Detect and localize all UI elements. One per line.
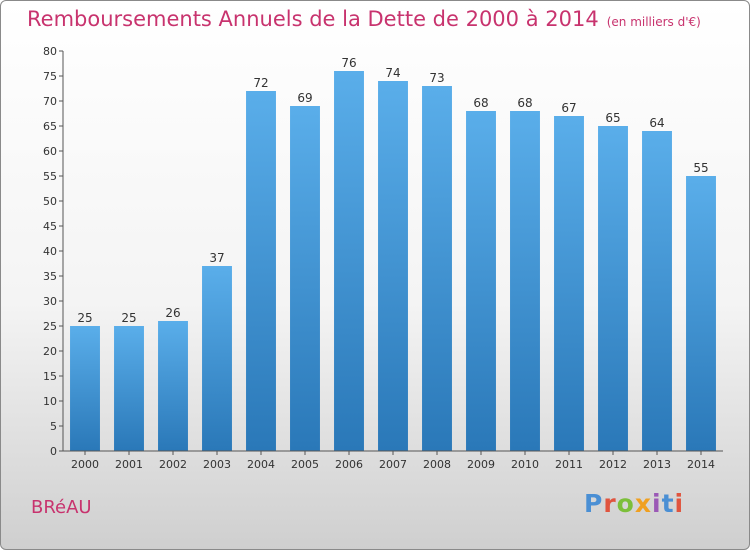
- x-tick-label: 2007: [379, 458, 407, 471]
- bar-2013: [642, 131, 672, 451]
- logo-letter: t: [661, 489, 675, 518]
- y-tick-label: 35: [43, 270, 57, 283]
- y-tick-label: 25: [43, 320, 57, 333]
- x-tick-label: 2003: [203, 458, 231, 471]
- y-tick-label: 10: [43, 395, 57, 408]
- bar-value-label: 26: [165, 306, 180, 320]
- y-tick-label: 55: [43, 170, 57, 183]
- bar-2014: [686, 176, 716, 451]
- bar-2001: [114, 326, 144, 451]
- y-tick-label: 65: [43, 120, 57, 133]
- logo-letter: P: [584, 489, 604, 518]
- bar-value-label: 74: [385, 66, 400, 80]
- y-tick-label: 40: [43, 245, 57, 258]
- y-tick-label: 50: [43, 195, 57, 208]
- bar-value-label: 67: [561, 101, 576, 115]
- x-tick-label: 2014: [687, 458, 715, 471]
- bars: 25 25 26 37 72 69 76 74 73 68 68 67 65 64 55: [70, 56, 716, 451]
- logo-letter: i: [652, 489, 662, 518]
- x-tick-label: 2004: [247, 458, 275, 471]
- y-tick-label: 20: [43, 345, 57, 358]
- y-tick-label: 15: [43, 370, 57, 383]
- x-tick-label: 2010: [511, 458, 539, 471]
- x-tick-label: 2005: [291, 458, 319, 471]
- y-tick-label: 0: [50, 445, 57, 458]
- bar-value-label: 64: [649, 116, 664, 130]
- x-tick-label: 2002: [159, 458, 187, 471]
- logo-letter: r: [603, 489, 617, 518]
- y-tick-label: 60: [43, 145, 57, 158]
- commune-name: BRéAU: [31, 497, 92, 518]
- x-tick-label: 2012: [599, 458, 627, 471]
- bar-2011: [554, 116, 584, 451]
- bar-value-label: 65: [605, 111, 620, 125]
- bar-2003: [202, 266, 232, 451]
- bar-2009: [466, 111, 496, 451]
- y-tick-label: 30: [43, 295, 57, 308]
- x-tick-label: 2006: [335, 458, 363, 471]
- bar-value-label: 69: [297, 91, 312, 105]
- x-tick-label: 2009: [467, 458, 495, 471]
- y-axis: 0 5 10 15 20 25 30 35 40 45 50 55 60 65 70 75 80: [43, 45, 64, 458]
- x-tick-label: 2011: [555, 458, 583, 471]
- bar-value-label: 55: [693, 161, 708, 175]
- chart-title: Remboursements Annuels de la Dette de 20…: [27, 7, 701, 31]
- logo-letter: i: [674, 489, 685, 518]
- bar-2000: [70, 326, 100, 451]
- bar-2006: [334, 71, 364, 451]
- y-tick-label: 80: [43, 45, 57, 58]
- bar-2002: [158, 321, 188, 451]
- bar-value-label: 72: [253, 76, 268, 90]
- bar-2010: [510, 111, 540, 451]
- logo-letter: x: [634, 489, 652, 518]
- bar-2008: [422, 86, 452, 451]
- bar-value-label: 25: [121, 311, 136, 325]
- y-tick-label: 45: [43, 220, 57, 233]
- x-tick-label: 2008: [423, 458, 451, 471]
- x-tick-label: 2000: [71, 458, 99, 471]
- bar-value-label: 73: [429, 71, 444, 85]
- x-axis: 2000 2001 2002 2003 2004 2005 2006 2007 2008 2009…: [63, 450, 723, 471]
- proxiti-logo: Proxiti: [584, 489, 684, 518]
- bar-value-label: 68: [473, 96, 488, 110]
- bar-value-label: 68: [517, 96, 532, 110]
- chart-unit-label: (en milliers d'€): [606, 15, 701, 29]
- x-tick-label: 2013: [643, 458, 671, 471]
- y-tick-label: 70: [43, 95, 57, 108]
- y-tick-label: 75: [43, 70, 57, 83]
- bar-2004: [246, 91, 276, 451]
- chart-title-text: Remboursements Annuels de la Dette de 20…: [27, 7, 599, 31]
- bar-value-label: 76: [341, 56, 356, 70]
- bar-value-label: 37: [209, 251, 224, 265]
- bar-2005: [290, 106, 320, 451]
- bar-2007: [378, 81, 408, 451]
- logo-letter: o: [616, 489, 635, 518]
- bar-value-label: 25: [77, 311, 92, 325]
- x-tick-label: 2001: [115, 458, 143, 471]
- bar-2012: [598, 126, 628, 451]
- y-tick-label: 5: [50, 420, 57, 433]
